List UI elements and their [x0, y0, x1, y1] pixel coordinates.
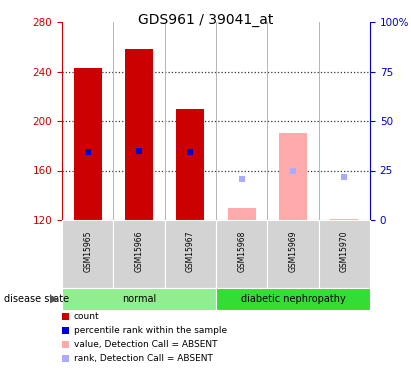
Text: rank, Detection Call = ABSENT: rank, Detection Call = ABSENT: [74, 354, 212, 363]
Text: GSM15967: GSM15967: [186, 230, 195, 272]
Text: value, Detection Call = ABSENT: value, Detection Call = ABSENT: [74, 340, 217, 350]
Text: GSM15965: GSM15965: [83, 230, 92, 272]
Text: GSM15968: GSM15968: [237, 230, 246, 272]
Text: percentile rank within the sample: percentile rank within the sample: [74, 326, 226, 335]
Text: normal: normal: [122, 294, 156, 304]
Bar: [228, 208, 256, 220]
Text: GSM15970: GSM15970: [340, 230, 349, 272]
Bar: [330, 219, 358, 220]
Text: GSM15969: GSM15969: [289, 230, 298, 272]
Bar: [176, 109, 204, 220]
Text: count: count: [74, 312, 99, 321]
Text: disease state: disease state: [4, 294, 69, 304]
Text: GDS961 / 39041_at: GDS961 / 39041_at: [138, 13, 273, 27]
Text: ▶: ▶: [50, 294, 58, 304]
Bar: [125, 49, 153, 220]
Text: diabetic nephropathy: diabetic nephropathy: [240, 294, 345, 304]
Bar: [279, 134, 307, 220]
Text: GSM15966: GSM15966: [134, 230, 143, 272]
Bar: [74, 68, 102, 220]
